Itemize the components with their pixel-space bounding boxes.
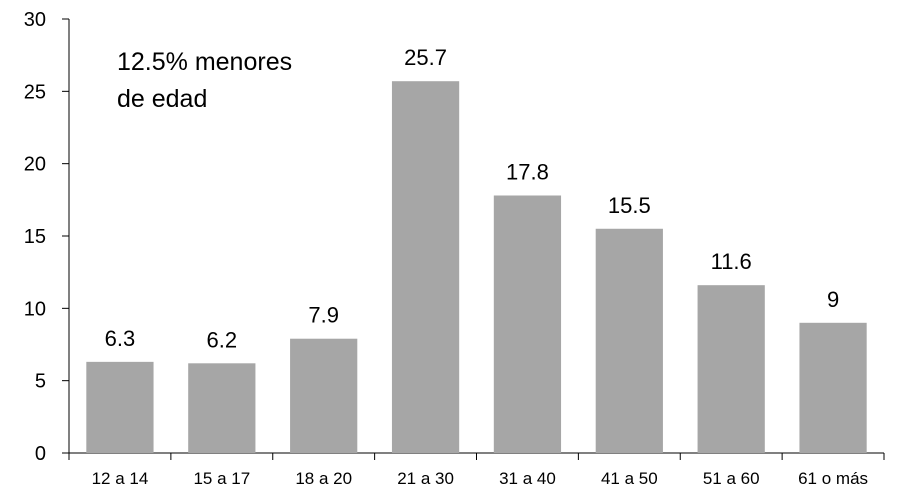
data-label: 25.7: [404, 45, 447, 70]
bar: [188, 363, 256, 453]
data-label: 17.8: [506, 159, 549, 184]
x-tick-label: 31 a 40: [499, 469, 556, 488]
data-label: 7.9: [308, 303, 339, 328]
data-label: 15.5: [608, 193, 651, 218]
data-label: 6.2: [207, 327, 238, 352]
bar: [595, 228, 663, 453]
y-tick-label: 25: [24, 81, 46, 103]
annotation-line-2: de edad: [117, 85, 208, 113]
annotation-text: 12.5% menores de edad: [117, 44, 292, 118]
y-tick-label: 15: [24, 226, 46, 248]
x-axis: 12 a 14 15 a 17 18 a 20 21 a 30 31 a 40 41 a …: [68, 452, 885, 488]
bar: [290, 338, 358, 453]
y-tick-label: 10: [24, 298, 46, 320]
y-tick-label: 30: [24, 9, 46, 31]
x-tick-label: 15 a 17: [193, 469, 250, 488]
data-label: 9: [827, 287, 839, 312]
y-tick-label: 20: [24, 154, 46, 176]
bar: [86, 361, 154, 453]
x-tick-label: 61 o más: [798, 469, 868, 488]
bar: [799, 322, 867, 453]
bar: [697, 285, 765, 453]
bar: [391, 81, 460, 453]
bar: [493, 195, 562, 453]
annotation-line-1: 12.5% menores: [117, 48, 293, 76]
x-tick-label: 18 a 20: [295, 469, 352, 488]
x-tick-label: 12 a 14: [92, 469, 149, 488]
data-label: 6.3: [105, 326, 136, 351]
data-labels-group: 6.3 6.2 7.9 25.7 17.8 15.5 11.6 9: [105, 45, 840, 352]
x-tick-label: 51 a 60: [703, 469, 760, 488]
bars-group: [86, 81, 867, 453]
y-axis: 0 5 10 15 20 25 30: [24, 9, 70, 465]
x-tick-label: 41 a 50: [601, 469, 658, 488]
data-label: 11.6: [711, 249, 752, 274]
y-tick-label: 0: [35, 443, 46, 465]
x-tick-label: 21 a 30: [397, 469, 454, 488]
y-tick-label: 5: [35, 371, 46, 393]
